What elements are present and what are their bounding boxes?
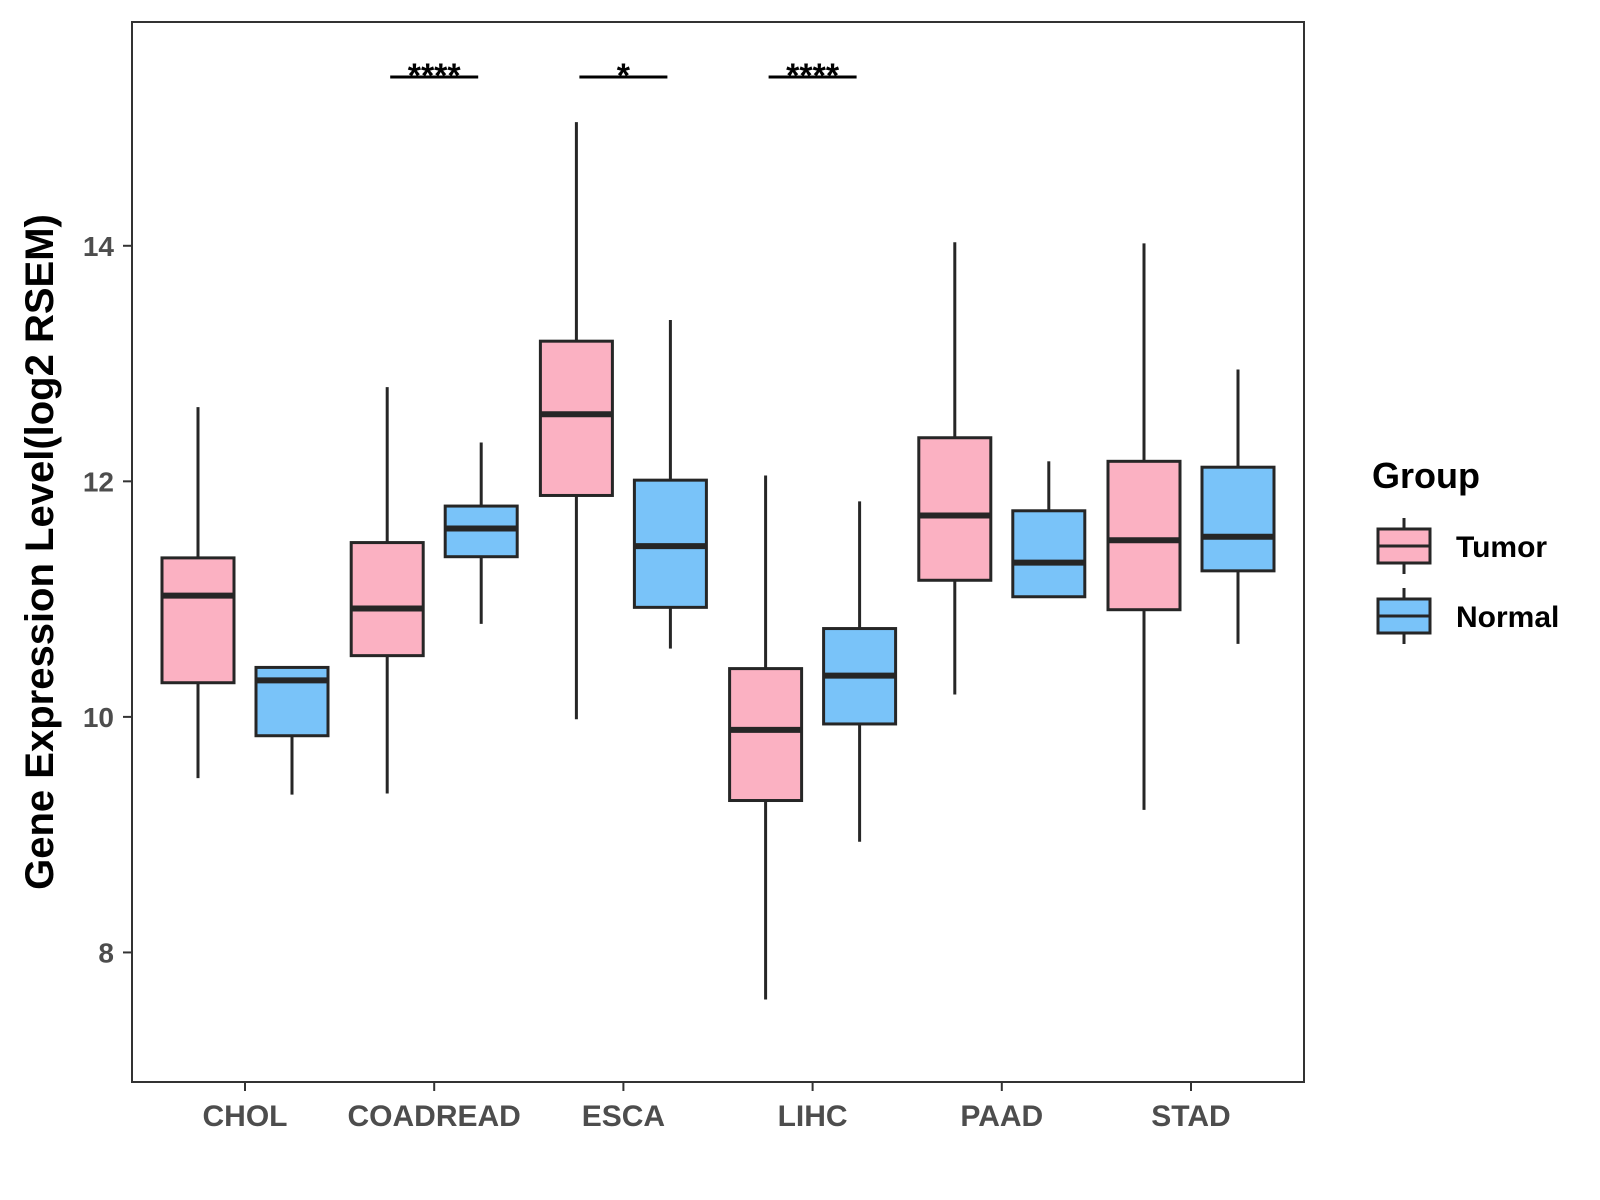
- box-body: [1200, 465, 1276, 573]
- legend-title: Group: [1372, 455, 1480, 496]
- box-body: [728, 667, 804, 803]
- box-tumor-coadread: [349, 387, 425, 794]
- box-body: [1011, 509, 1087, 599]
- y-tick-label: 12: [83, 466, 114, 497]
- y-tick-label: 8: [98, 937, 114, 968]
- box-tumor-paad: [917, 242, 993, 695]
- box-tumor-stad: [1106, 243, 1182, 810]
- x-tick-label: COADREAD: [348, 1100, 521, 1133]
- legend-label-normal: Normal: [1456, 601, 1559, 634]
- box-body: [538, 339, 614, 497]
- legend: Group Tumor Normal: [1372, 455, 1559, 644]
- significance-layer: **** * ****: [390, 57, 857, 95]
- x-tick-label: LIHC: [778, 1100, 848, 1133]
- box-tumor-esca: [538, 122, 614, 720]
- box-normal-paad: [1011, 461, 1087, 599]
- x-axis: CHOL COADREAD ESCA LIHC PAAD STAD: [203, 1082, 1231, 1133]
- y-axis: 8 10 12 14: [83, 231, 132, 968]
- y-axis-title: Gene Expression Level(log2 RSEM): [18, 214, 62, 890]
- y-tick-label: 10: [83, 702, 114, 733]
- box-tumor-lihc: [728, 475, 804, 1000]
- legend-item-normal: Normal: [1376, 588, 1559, 644]
- legend-label-tumor: Tumor: [1456, 531, 1547, 564]
- box-body: [1106, 459, 1182, 612]
- box-body: [349, 541, 425, 658]
- box-normal-stad: [1200, 369, 1276, 644]
- box-tumor-chol: [160, 407, 236, 779]
- x-tick-label: ESCA: [582, 1100, 665, 1133]
- box-normal-lihc: [822, 501, 898, 842]
- significance-label: *: [617, 57, 631, 95]
- x-tick-label: CHOL: [203, 1100, 288, 1133]
- box-body: [160, 556, 236, 685]
- x-tick-label: STAD: [1151, 1100, 1230, 1133]
- box-body: [917, 436, 993, 582]
- box-normal-esca: [632, 319, 708, 649]
- significance-label: ****: [786, 57, 840, 95]
- legend-item-tumor: Tumor: [1376, 518, 1547, 574]
- significance-label: ****: [408, 57, 462, 95]
- boxes-layer: [160, 122, 1276, 1000]
- y-tick-label: 14: [83, 231, 115, 262]
- box-normal-coadread: [443, 442, 519, 624]
- box-normal-chol: [254, 665, 330, 795]
- x-tick-label: PAAD: [960, 1100, 1043, 1133]
